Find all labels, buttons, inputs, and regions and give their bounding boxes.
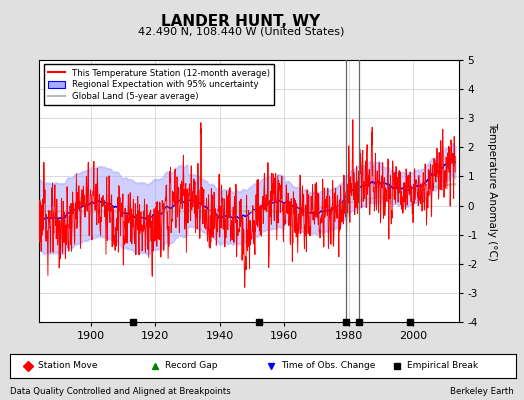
Text: Data Quality Controlled and Aligned at Breakpoints: Data Quality Controlled and Aligned at B… bbox=[10, 387, 231, 396]
Text: LANDER HUNT, WY: LANDER HUNT, WY bbox=[161, 14, 321, 29]
Text: Record Gap: Record Gap bbox=[165, 362, 217, 370]
Text: Empirical Break: Empirical Break bbox=[408, 362, 478, 370]
Legend: This Temperature Station (12-month average), Regional Expectation with 95% uncer: This Temperature Station (12-month avera… bbox=[43, 64, 275, 105]
Text: Berkeley Earth: Berkeley Earth bbox=[450, 387, 514, 396]
Text: Station Move: Station Move bbox=[38, 362, 98, 370]
Text: 42.490 N, 108.440 W (United States): 42.490 N, 108.440 W (United States) bbox=[138, 26, 344, 36]
Text: Time of Obs. Change: Time of Obs. Change bbox=[281, 362, 375, 370]
Y-axis label: Temperature Anomaly (°C): Temperature Anomaly (°C) bbox=[487, 122, 497, 260]
